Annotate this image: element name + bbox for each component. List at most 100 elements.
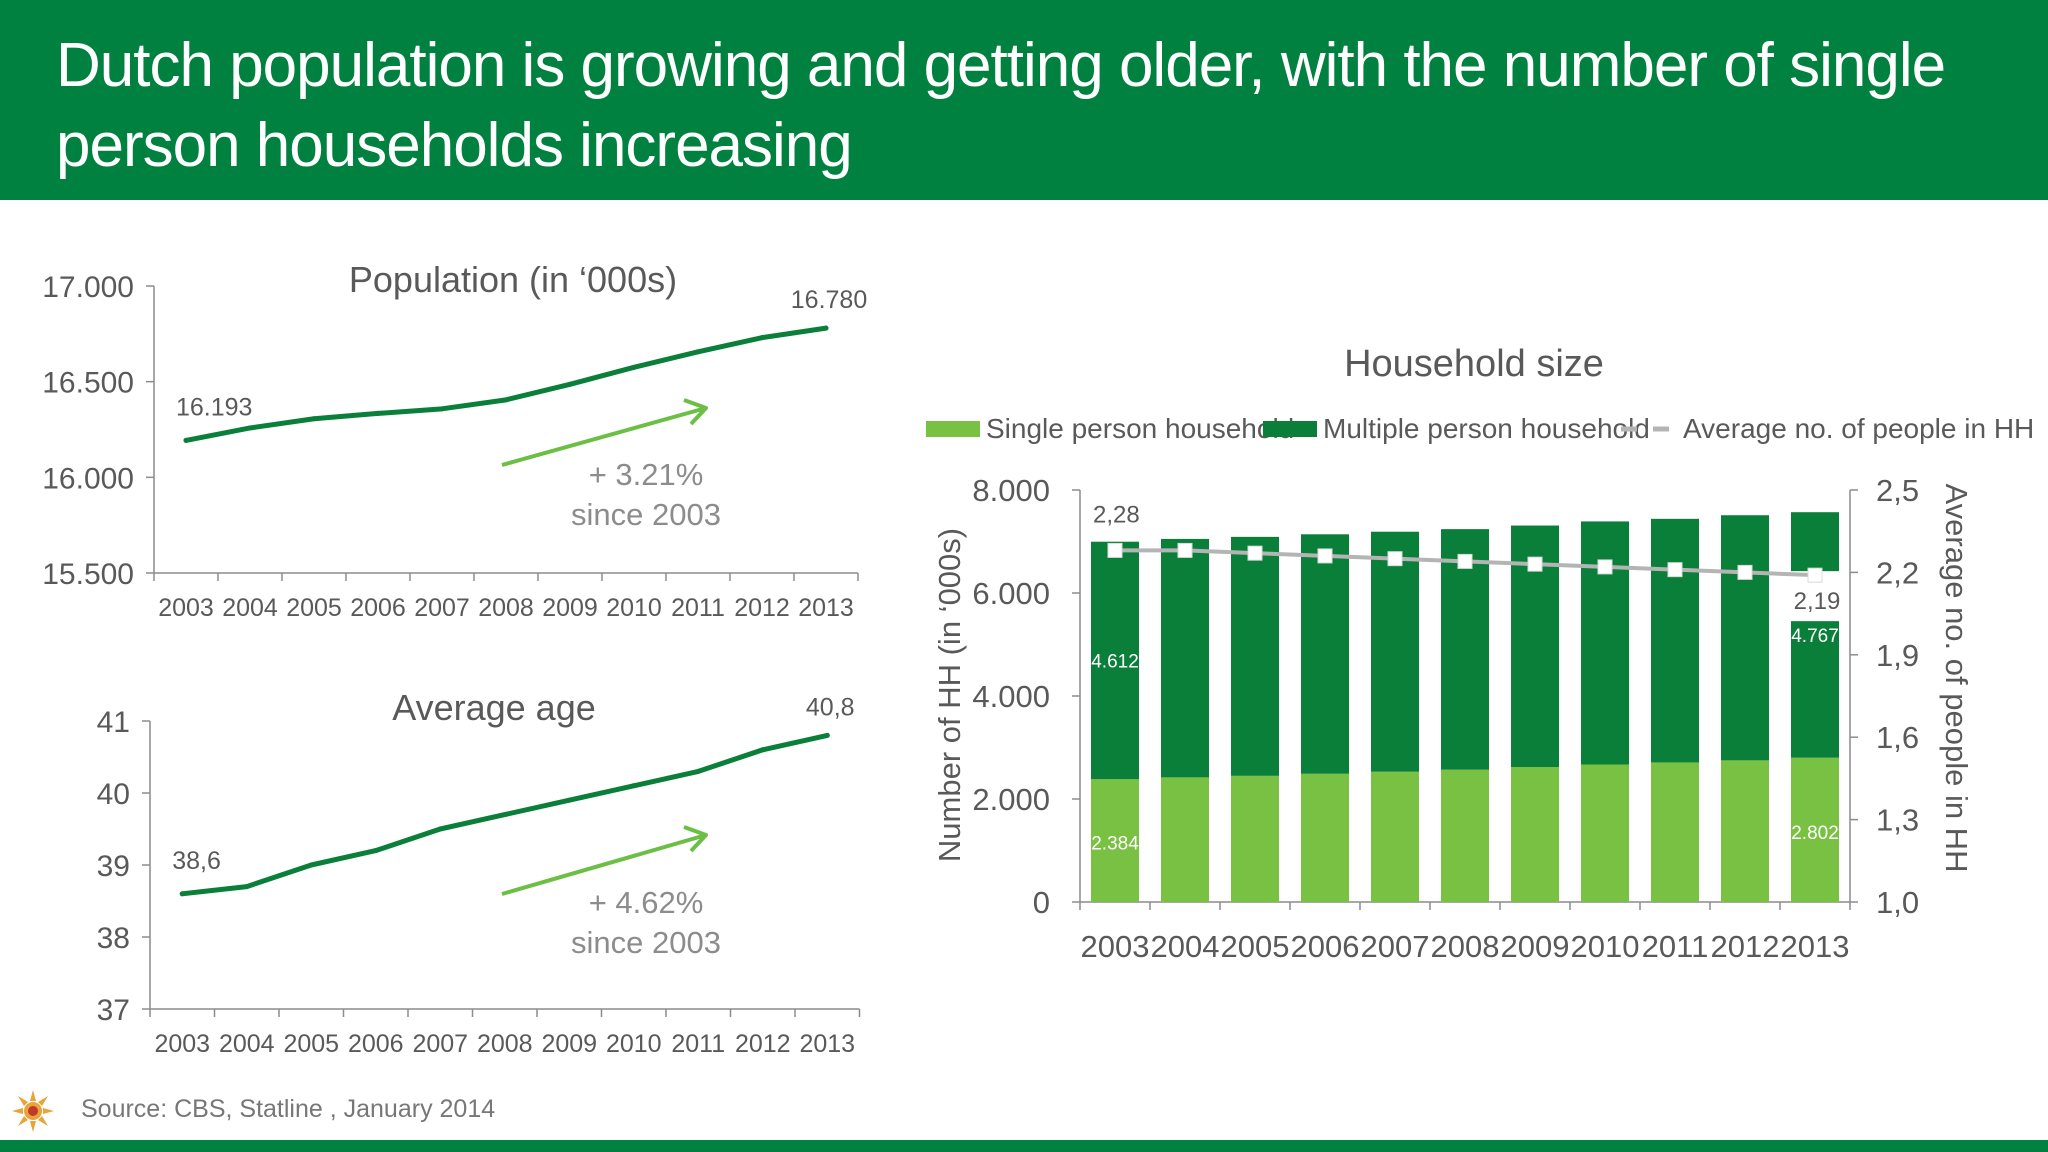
average-age-chart-title: Average age [392,687,596,728]
household-y2-tick-label: 2,5 [1876,473,1919,508]
average-age-growth-arrowhead [683,825,708,853]
legend-label-single: Single person household [986,413,1294,444]
population-x-tick-label: 2003 [158,594,214,622]
average-age-end-value-label: 40,8 [806,693,855,721]
population-data-point [439,406,445,412]
population-growth-since: since 2003 [571,497,721,532]
household-y-tick-label: 4.000 [972,679,1050,714]
bar-single-person [1091,779,1139,902]
source-note: Source: CBS, Statline , January 2014 [81,1095,496,1123]
bar-single-person [1721,760,1769,902]
household-y2-tick-label: 1,6 [1876,720,1919,755]
average-data-point [1527,556,1543,572]
bar-single-person [1371,771,1419,902]
bar-multiple-person [1721,515,1769,761]
population-x-tick-label: 2005 [286,594,342,622]
page-title: Dutch population is growing and getting … [56,31,1946,180]
legend-label-multiple: Multiple person household [1323,413,1650,444]
bar-multiple-person [1301,534,1349,774]
average-data-point [1387,551,1403,567]
population-x-tick-label: 2013 [798,594,854,622]
bar-multiple-person [1161,538,1209,778]
average-age-data-point [631,783,637,789]
average-age-y-tick-label: 37 [97,994,130,1027]
average-age-data-point [502,812,508,818]
household-y2-tick-label: 1,0 [1876,885,1919,920]
average-age-y-tick-label: 38 [97,922,130,955]
average-data-point [1667,562,1683,578]
population-data-point [375,410,381,416]
average-value-label-first: 2,28 [1093,501,1140,528]
average-age-x-tick-label: 2011 [671,1030,725,1058]
average-age-x-tick-label: 2003 [154,1030,210,1058]
population-chart-title: Population (in ‘000s) [349,259,677,300]
average-data-point [1807,567,1823,583]
population-data-point [183,437,189,443]
bar-multiple-person [1651,518,1699,763]
population-growth-percent: + 3.21% [589,457,704,492]
household-y2-tick-label: 1,3 [1876,803,1919,838]
population-y-tick-label: 17.000 [42,271,134,304]
population-x-tick-label: 2008 [478,594,534,622]
legend-swatch-multiple [1263,421,1317,437]
population-start-value-label: 16.193 [176,393,252,421]
bar-multiple-person [1581,521,1629,765]
average-data-point [1457,553,1473,569]
average-age-x-tick-label: 2006 [348,1030,404,1058]
bar-multiple-person [1231,536,1279,776]
bar-single-person [1511,767,1559,902]
bar-multiple-person [1791,512,1839,758]
sun-logo-icon [12,1090,54,1132]
population-x-tick-label: 2007 [414,594,470,622]
single-value-label-last: 2.802 [1791,823,1839,844]
footer-bar [0,1140,2048,1152]
household-y-tick-label: 2.000 [972,782,1050,817]
average-data-point [1177,542,1193,558]
household-x-tick-label: 2012 [1711,929,1780,964]
single-value-label-first: 2.384 [1091,834,1139,855]
average-age-data-point [437,826,443,832]
average-age-growth-arrow [501,833,707,896]
household-x-tick-label: 2005 [1221,929,1290,964]
population-x-tick-label: 2006 [350,594,406,622]
population-data-point [247,425,253,431]
average-age-data-point [373,848,379,854]
population-data-point [567,381,573,387]
population-x-tick-label: 2010 [606,594,662,622]
average-age-data-point [179,891,185,897]
average-age-y-tick-label: 40 [97,778,130,811]
population-data-point [503,397,509,403]
multiple-value-label-first: 4.612 [1091,651,1139,672]
average-age-x-tick-label: 2004 [219,1030,275,1058]
household-x-tick-label: 2011 [1642,929,1709,964]
average-age-data-point [695,768,701,774]
population-data-point [823,325,829,331]
average-age-growth-percent: + 4.62% [589,885,704,920]
multiple-value-label-last: 4.767 [1791,626,1839,647]
average-age-x-tick-label: 2008 [477,1030,533,1058]
average-data-point [1107,542,1123,558]
average-data-point [1247,545,1263,561]
population-x-tick-label: 2004 [222,594,278,622]
household-x-tick-label: 2007 [1361,929,1430,964]
average-age-x-tick-label: 2013 [799,1030,855,1058]
bar-multiple-person [1441,529,1489,770]
average-age-data-point [244,884,250,890]
average-age-growth-since: since 2003 [571,925,721,960]
average-age-data-point [760,747,766,753]
average-age-x-tick-label: 2012 [735,1030,791,1058]
average-age-start-value-label: 38,6 [172,847,221,875]
average-data-point [1597,559,1613,575]
average-data-point [1317,548,1333,564]
household-y2-tick-label: 2,2 [1876,555,1919,590]
average-age-y-tick-label: 41 [97,706,130,739]
household-x-tick-label: 2008 [1431,929,1500,964]
population-data-point [695,349,701,355]
population-growth-arrow [501,406,707,467]
population-x-tick-label: 2011 [671,594,725,622]
average-age-data-point [566,797,572,803]
bar-single-person [1581,764,1629,902]
household-y-tick-label: 8.000 [972,473,1050,508]
population-end-value-label: 16.780 [791,286,867,314]
